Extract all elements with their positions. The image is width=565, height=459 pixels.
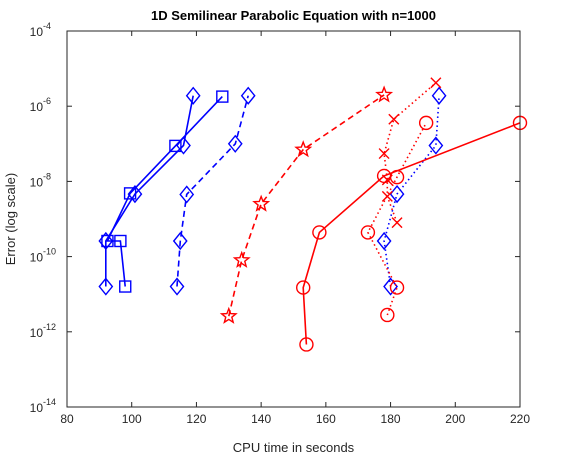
diamond-marker xyxy=(169,277,185,296)
circle-marker xyxy=(312,225,327,240)
square-marker xyxy=(119,280,132,293)
circle-marker xyxy=(360,225,376,240)
x-tick-label: 220 xyxy=(510,412,530,426)
x-marker xyxy=(388,113,400,125)
y-tick-exponent: -14 xyxy=(43,397,56,407)
chart-title: 1D Semilinear Parabolic Equation with n=… xyxy=(151,8,436,23)
y-tick-exponent: -8 xyxy=(43,171,51,181)
x-tick-label: 140 xyxy=(251,412,271,426)
diamond-marker xyxy=(176,136,191,155)
star-marker xyxy=(232,250,251,268)
y-tick-base: 10 xyxy=(30,251,44,265)
series-1 xyxy=(98,86,201,296)
square-marker xyxy=(114,234,127,248)
series-3 xyxy=(376,86,447,296)
y-tick-base: 10 xyxy=(30,401,44,415)
circle-marker xyxy=(389,280,405,295)
axes-box xyxy=(66,30,521,408)
star-marker xyxy=(294,140,313,158)
star-marker xyxy=(252,194,271,212)
y-tick-base: 10 xyxy=(30,326,44,340)
x-tick-label: 100 xyxy=(122,412,142,426)
x-marker xyxy=(381,174,393,186)
diamond-marker xyxy=(98,277,114,296)
star-marker xyxy=(375,85,394,103)
diamond-marker xyxy=(127,184,143,204)
circle-marker xyxy=(418,115,434,131)
x-marker xyxy=(430,77,442,89)
series-2 xyxy=(169,86,256,296)
x-tick-label: 200 xyxy=(445,412,465,426)
diamond-marker xyxy=(383,277,398,296)
diamond-marker xyxy=(227,134,243,153)
y-tick-base: 10 xyxy=(30,175,44,189)
plot-area xyxy=(67,31,520,407)
y-tick-label: 10 xyxy=(30,175,44,189)
x-axis-label: CPU time in seconds xyxy=(233,440,355,455)
y-tick-label: 10 xyxy=(30,251,44,265)
diamond-marker xyxy=(98,231,114,251)
x-tick-label: 180 xyxy=(381,412,401,426)
circle-marker xyxy=(299,337,314,352)
x-tick-label: 120 xyxy=(186,412,206,426)
circle-marker xyxy=(380,307,395,323)
series-line xyxy=(302,122,521,345)
star-marker xyxy=(219,306,238,324)
y-tick-label: 10 xyxy=(30,326,44,340)
diamond-marker xyxy=(428,136,444,155)
series-line xyxy=(105,95,194,287)
y-tick-base: 10 xyxy=(30,100,44,114)
x-marker xyxy=(381,190,393,202)
x-tick-label: 80 xyxy=(60,412,74,426)
series-line xyxy=(366,122,427,316)
square-marker xyxy=(216,90,229,103)
diamond-marker xyxy=(376,231,392,251)
y-tick-label: 10 xyxy=(30,401,44,415)
diamond-marker xyxy=(431,86,447,105)
x-marker xyxy=(378,148,390,160)
x-marker xyxy=(391,217,403,229)
y-tick-label: 10 xyxy=(30,25,44,39)
series-6 xyxy=(360,115,434,323)
series-line xyxy=(383,82,437,223)
y-axis-label: Error (log scale) xyxy=(3,173,18,265)
square-marker xyxy=(169,139,182,153)
circle-marker xyxy=(296,280,311,295)
axes: 80 100 120 140 160 180 200 22010-1410-1210-1010… xyxy=(30,21,531,426)
y-tick-exponent: -6 xyxy=(43,96,51,106)
y-tick-exponent: -12 xyxy=(43,322,56,332)
diamond-marker xyxy=(172,231,188,251)
diamond-marker xyxy=(240,86,256,105)
series-4 xyxy=(219,85,394,324)
series-7 xyxy=(378,77,442,229)
y-tick-label: 10 xyxy=(30,100,44,114)
x-tick-label: 160 xyxy=(316,412,336,426)
y-tick-base: 10 xyxy=(30,25,44,39)
diamond-marker xyxy=(179,185,195,204)
y-tick-exponent: -4 xyxy=(43,21,51,31)
y-tick-exponent: -10 xyxy=(43,247,56,257)
series-line xyxy=(383,95,440,287)
diamond-marker xyxy=(389,184,405,204)
diamond-marker xyxy=(185,86,201,105)
series-line xyxy=(176,95,249,287)
